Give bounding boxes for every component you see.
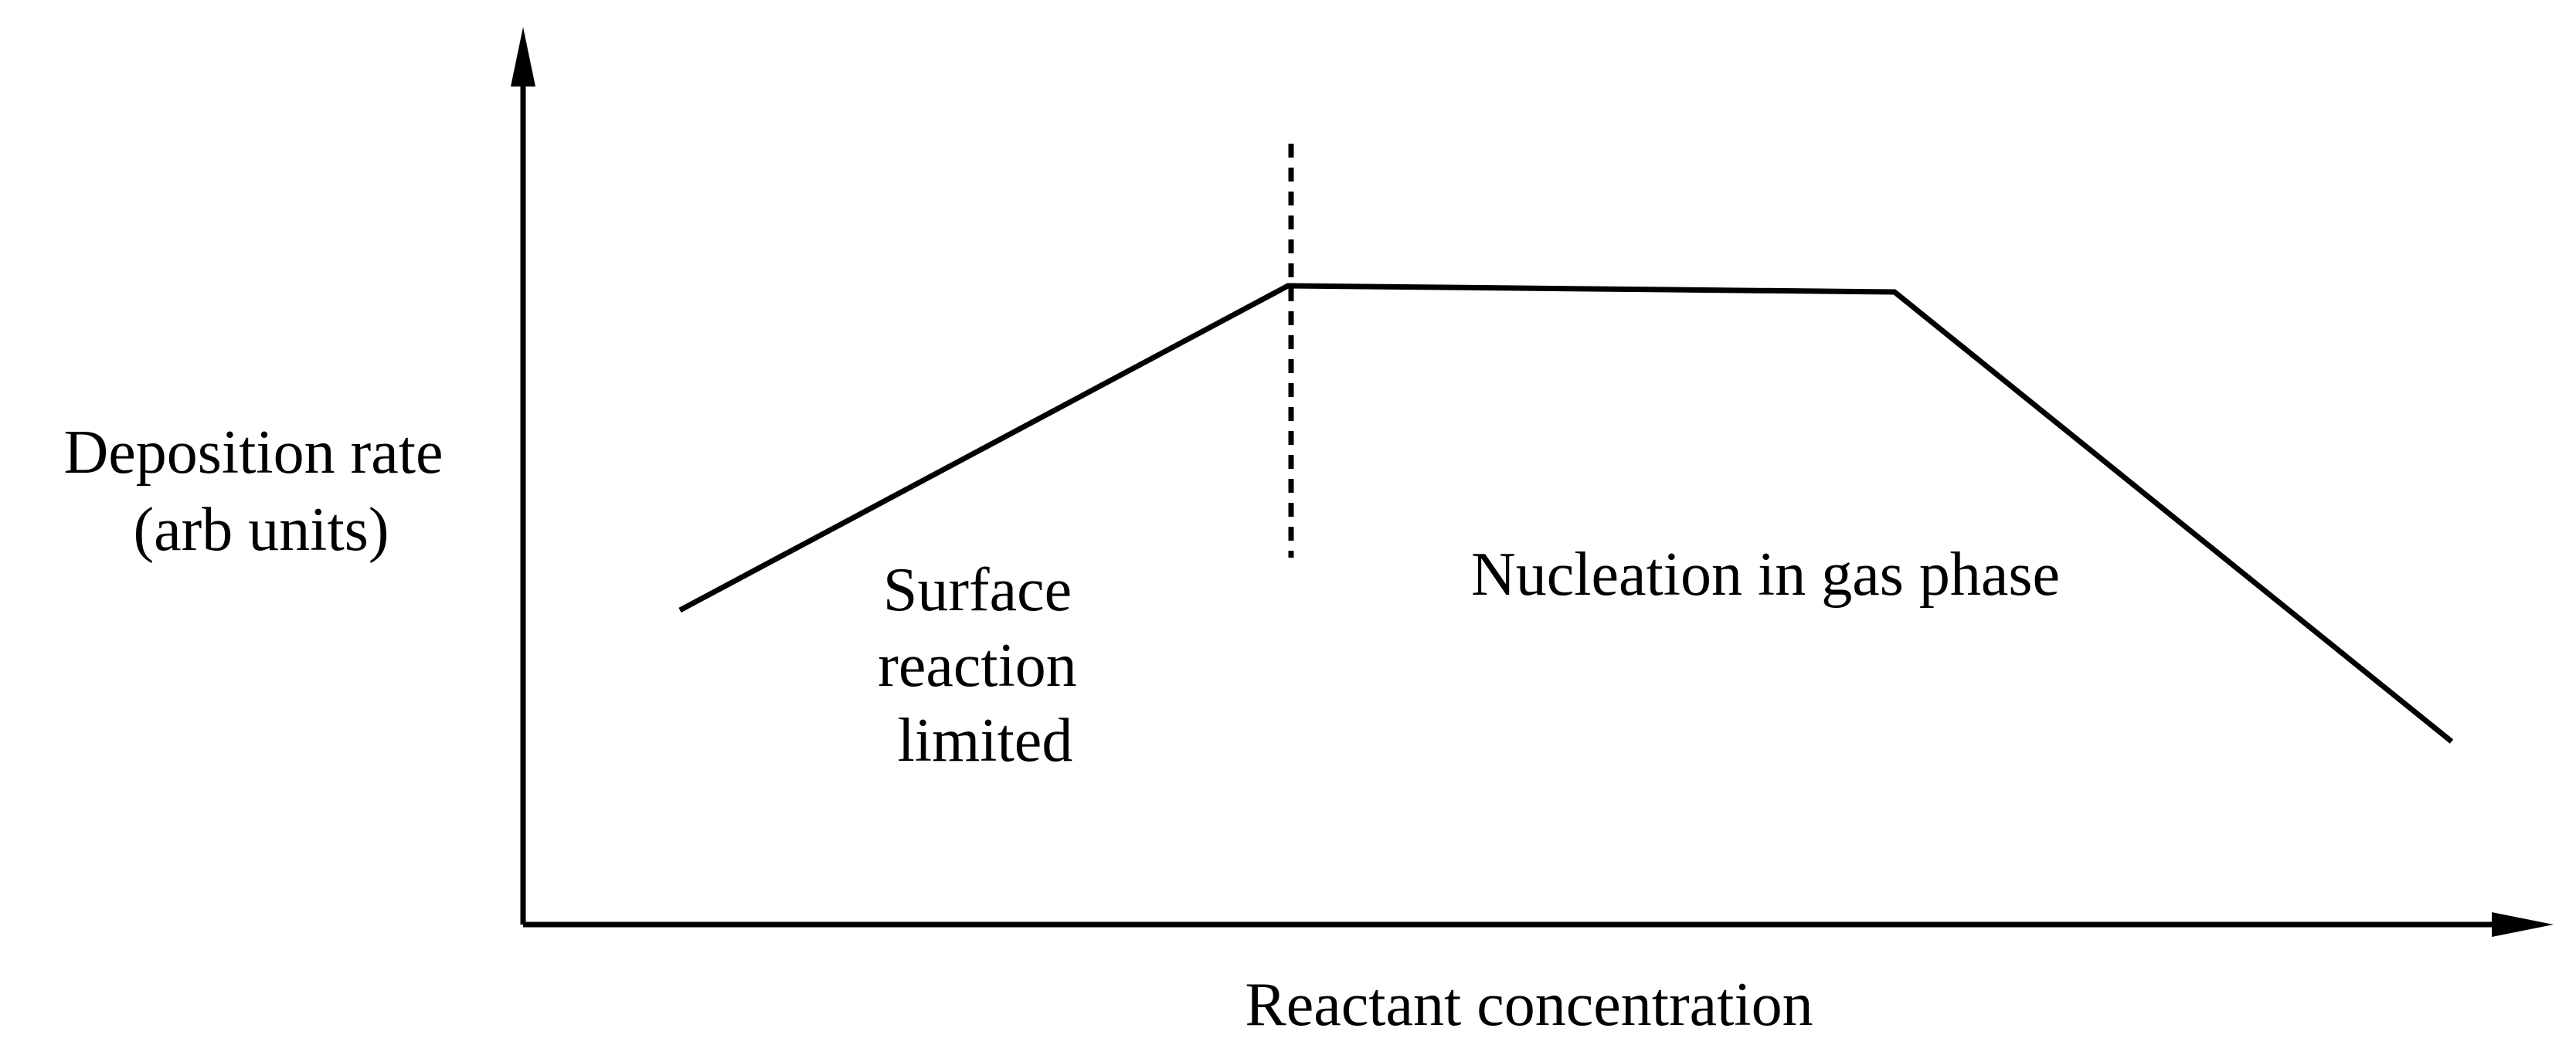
region-left-label: Surface reaction limited xyxy=(878,556,1093,775)
x-axis-label: Reactant concentration xyxy=(1245,971,1813,1039)
y-axis-label-line-1: Deposition rate xyxy=(64,419,443,487)
region-left-label-line-1: Surface xyxy=(883,556,1072,624)
region-right-label: Nucleation in gas phase xyxy=(1471,541,2060,609)
y-axis-label-line-2: (arb units) xyxy=(133,496,389,564)
region-left-label-line-3: limited xyxy=(898,707,1073,775)
y-axis-arrowhead xyxy=(511,27,535,87)
region-left-label-line-2: reaction xyxy=(878,632,1077,700)
y-axis-label: Deposition rate (arb units) xyxy=(64,419,459,564)
x-axis-arrowhead xyxy=(2492,912,2554,937)
